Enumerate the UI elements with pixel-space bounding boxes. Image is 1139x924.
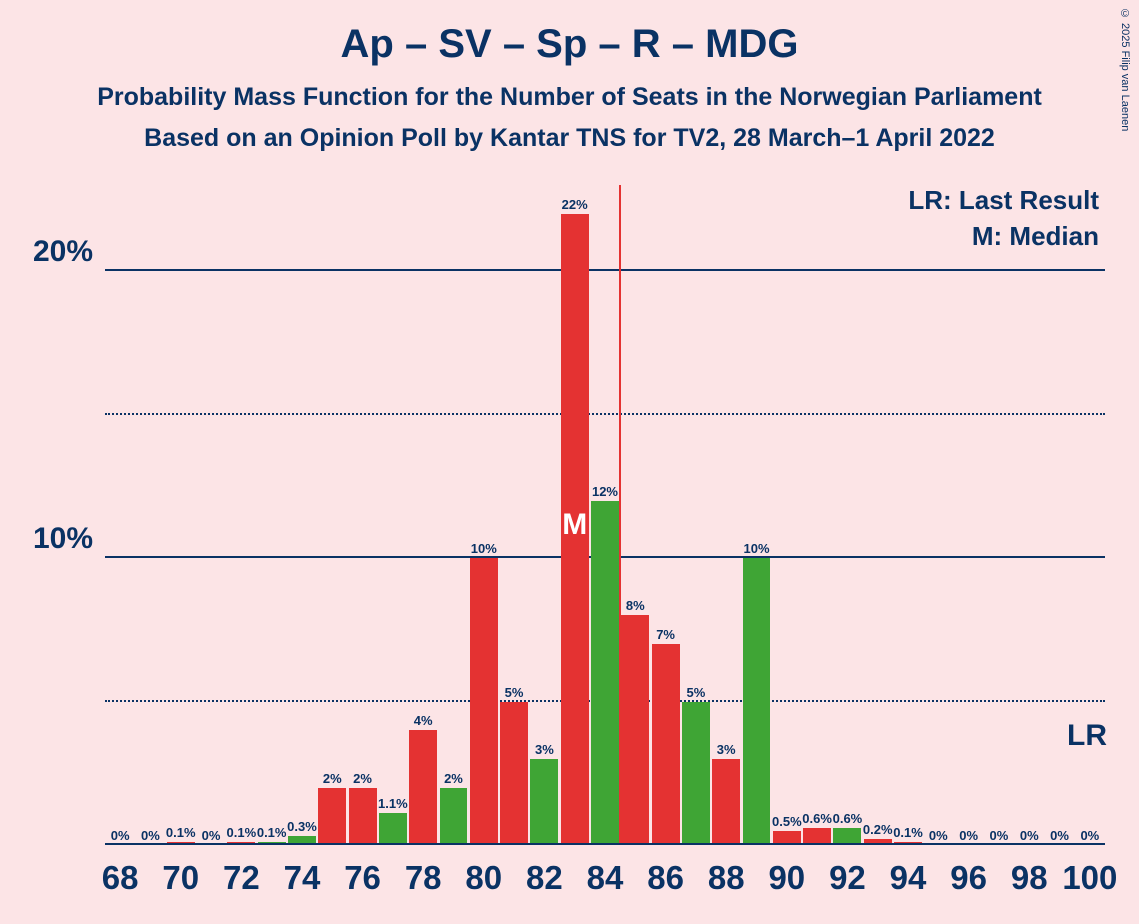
bar-value-label: 0.1% bbox=[257, 825, 287, 840]
bar-value-label: 8% bbox=[626, 598, 645, 613]
bar-value-label: 0% bbox=[1020, 828, 1039, 843]
y-axis-label: 20% bbox=[33, 235, 93, 269]
chart-plot-area: 10%20%0%0%0.1%0%0.1%0.1%0.3%2%2%1.1%4%2%… bbox=[105, 185, 1105, 845]
bar-value-label: 3% bbox=[717, 742, 736, 757]
x-axis-label: 70 bbox=[162, 859, 199, 897]
bar-value-label: 0.1% bbox=[166, 825, 196, 840]
bar-value-label: 0% bbox=[929, 828, 948, 843]
bar-value-label: 0% bbox=[990, 828, 1009, 843]
bar-value-label: 2% bbox=[353, 771, 372, 786]
bar: 7% bbox=[652, 644, 680, 845]
x-axis-label: 86 bbox=[647, 859, 684, 897]
bar-value-label: 0.5% bbox=[772, 814, 802, 829]
bar-value-label: 0% bbox=[141, 828, 160, 843]
bar: 1.1% bbox=[379, 813, 407, 845]
bar: 8% bbox=[621, 615, 649, 845]
bar-value-label: 7% bbox=[656, 627, 675, 642]
bar-value-label: 5% bbox=[687, 685, 706, 700]
median-marker: M bbox=[562, 508, 587, 542]
y-axis-label: 10% bbox=[33, 522, 93, 556]
bar: 3% bbox=[712, 759, 740, 845]
bar-value-label: 0% bbox=[111, 828, 130, 843]
x-axis-label: 80 bbox=[465, 859, 502, 897]
x-axis-label: 96 bbox=[950, 859, 987, 897]
bar: 3% bbox=[530, 759, 558, 845]
bar-value-label: 0.3% bbox=[287, 819, 317, 834]
bar-value-label: 0% bbox=[202, 828, 221, 843]
bar-value-label: 22% bbox=[562, 197, 588, 212]
chart-subtitle-1: Probability Mass Function for the Number… bbox=[0, 83, 1139, 112]
bar-value-label: 0.6% bbox=[802, 811, 832, 826]
bar-value-label: 0.6% bbox=[833, 811, 863, 826]
x-axis-label: 84 bbox=[587, 859, 624, 897]
last-result-marker: LR bbox=[1067, 719, 1107, 753]
bar-value-label: 0% bbox=[1050, 828, 1069, 843]
bar-value-label: 4% bbox=[414, 713, 433, 728]
bar-value-label: 0% bbox=[1080, 828, 1099, 843]
chart-subtitle-2: Based on an Opinion Poll by Kantar TNS f… bbox=[0, 124, 1139, 153]
bar: 2% bbox=[318, 788, 346, 845]
bar: 10% bbox=[743, 558, 771, 845]
x-axis-label: 74 bbox=[284, 859, 321, 897]
bar-value-label: 3% bbox=[535, 742, 554, 757]
bar: 2% bbox=[349, 788, 377, 845]
x-axis-label: 90 bbox=[768, 859, 805, 897]
x-axis-label: 92 bbox=[829, 859, 866, 897]
x-axis-label: 94 bbox=[890, 859, 927, 897]
x-axis-label: 76 bbox=[344, 859, 381, 897]
x-axis-label: 88 bbox=[708, 859, 745, 897]
bar-value-label: 2% bbox=[323, 771, 342, 786]
x-axis-label: 98 bbox=[1011, 859, 1048, 897]
x-axis bbox=[105, 843, 1105, 845]
bar-value-label: 0.1% bbox=[893, 825, 923, 840]
x-axis-label: 100 bbox=[1062, 859, 1117, 897]
bar: 5% bbox=[500, 702, 528, 845]
x-axis-label: 78 bbox=[405, 859, 442, 897]
x-axis-label: 82 bbox=[526, 859, 563, 897]
bar-value-label: 1.1% bbox=[378, 796, 408, 811]
bar: 5% bbox=[682, 702, 710, 845]
bar-value-label: 5% bbox=[505, 685, 524, 700]
gridline-minor bbox=[105, 413, 1105, 415]
bar-value-label: 0.2% bbox=[863, 822, 893, 837]
legend-lr: LR: Last Result bbox=[908, 185, 1099, 216]
bar-value-label: 12% bbox=[592, 484, 618, 499]
chart-title: Ap – SV – Sp – R – MDG bbox=[0, 0, 1139, 67]
x-axis-label: 72 bbox=[223, 859, 260, 897]
gridline bbox=[105, 269, 1105, 271]
copyright-text: © 2025 Filip van Laenen bbox=[1119, 8, 1131, 131]
bar: 12% bbox=[591, 501, 619, 845]
legend-median: M: Median bbox=[972, 221, 1099, 252]
bar: 4% bbox=[409, 730, 437, 845]
bar-value-label: 10% bbox=[743, 541, 769, 556]
bar-value-label: 10% bbox=[471, 541, 497, 556]
x-axis-label: 68 bbox=[102, 859, 139, 897]
bar: 2% bbox=[440, 788, 468, 845]
bar-value-label: 0% bbox=[959, 828, 978, 843]
bar-value-label: 2% bbox=[444, 771, 463, 786]
bar-value-label: 0.1% bbox=[227, 825, 257, 840]
bar: 10% bbox=[470, 558, 498, 845]
